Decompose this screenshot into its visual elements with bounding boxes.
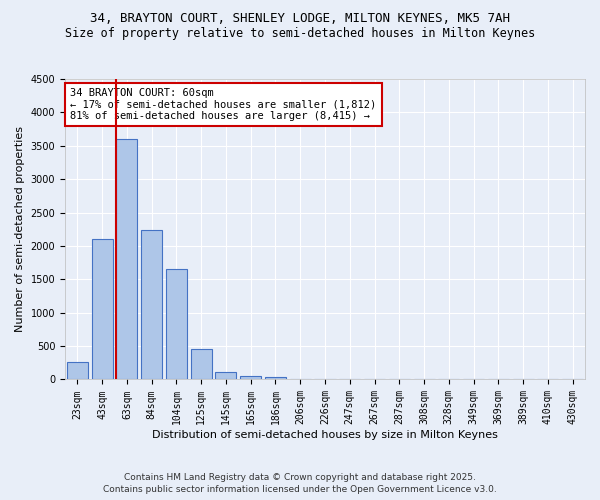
Text: 34 BRAYTON COURT: 60sqm
← 17% of semi-detached houses are smaller (1,812)
81% of: 34 BRAYTON COURT: 60sqm ← 17% of semi-de… — [70, 88, 376, 121]
Text: Contains public sector information licensed under the Open Government Licence v3: Contains public sector information licen… — [103, 485, 497, 494]
Bar — [191, 350, 212, 380]
Bar — [92, 240, 113, 380]
Text: Size of property relative to semi-detached houses in Milton Keynes: Size of property relative to semi-detach… — [65, 28, 535, 40]
Text: 34, BRAYTON COURT, SHENLEY LODGE, MILTON KEYNES, MK5 7AH: 34, BRAYTON COURT, SHENLEY LODGE, MILTON… — [90, 12, 510, 26]
Bar — [240, 376, 261, 380]
Bar — [141, 230, 162, 380]
Text: Contains HM Land Registry data © Crown copyright and database right 2025.: Contains HM Land Registry data © Crown c… — [124, 472, 476, 482]
Bar — [215, 372, 236, 380]
Bar — [265, 378, 286, 380]
Bar — [116, 139, 137, 380]
X-axis label: Distribution of semi-detached houses by size in Milton Keynes: Distribution of semi-detached houses by … — [152, 430, 498, 440]
Bar — [67, 362, 88, 380]
Bar — [166, 270, 187, 380]
Y-axis label: Number of semi-detached properties: Number of semi-detached properties — [15, 126, 25, 332]
